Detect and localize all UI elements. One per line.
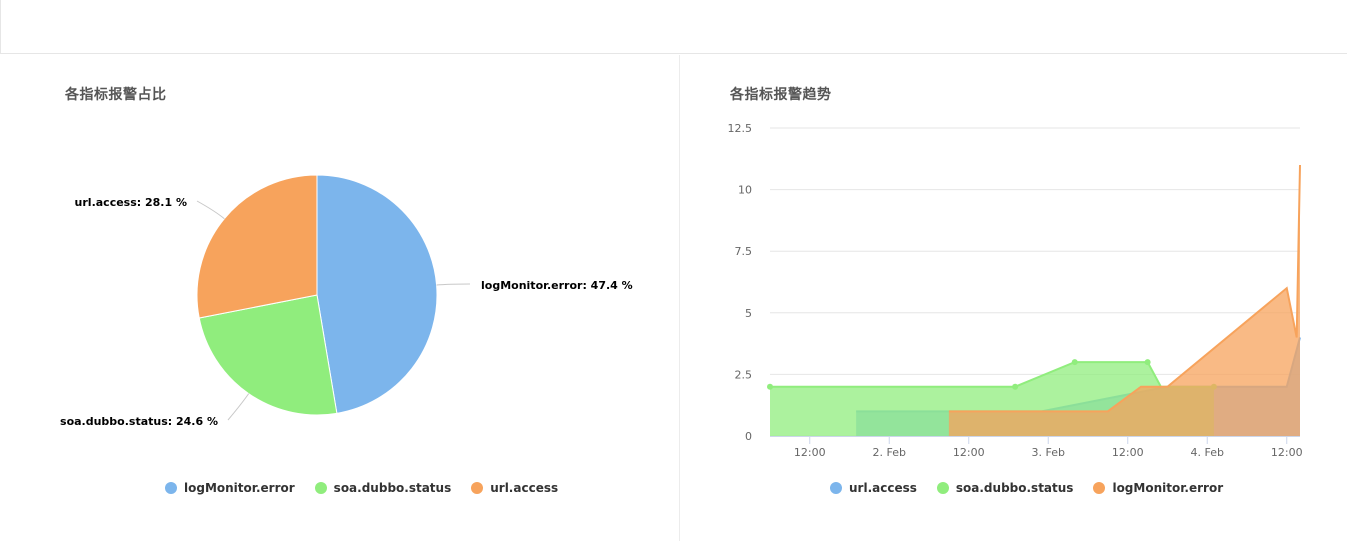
- legend-marker-icon: [315, 482, 327, 494]
- legend-item-url-access[interactable]: url.access: [830, 481, 917, 495]
- legend-label: logMonitor.error: [184, 481, 295, 495]
- legend-item-soa-dubbo-status[interactable]: soa.dubbo.status: [937, 481, 1074, 495]
- pie-chart: logMonitor.error: 47.4 % soa.dubbo.status…: [0, 55, 679, 475]
- legend-item-url-access[interactable]: url.access: [471, 481, 558, 495]
- data-point-marker[interactable]: [767, 384, 773, 390]
- pie-panel: 各指标报警占比 logMonitor.error: 47.4 % soa.dubb…: [0, 55, 679, 541]
- pie-legend: logMonitor.error soa.dubbo.status url.ac…: [165, 481, 558, 495]
- pie-connector-line: [197, 201, 224, 219]
- legend-marker-icon: [1093, 482, 1105, 494]
- legend-item-logmonitor-error[interactable]: logMonitor.error: [165, 481, 295, 495]
- x-tick-label: 4. Feb: [1191, 446, 1224, 459]
- y-tick-label: 0: [745, 430, 752, 443]
- legend-marker-icon: [165, 482, 177, 494]
- x-tick-label: 12:00: [1271, 446, 1303, 459]
- legend-label: soa.dubbo.status: [956, 481, 1074, 495]
- x-tick-label: 3. Feb: [1032, 446, 1065, 459]
- trend-legend: url.access soa.dubbo.status logMonitor.e…: [830, 481, 1223, 495]
- pie-data-label: logMonitor.error: 47.4 %: [481, 279, 633, 292]
- y-tick-label: 12.5: [728, 122, 753, 135]
- area-chart: 0 2.5 5 7.5 10 12.5 12:00 2. Feb 12:00 3. Feb 12:0…: [680, 55, 1347, 475]
- legend-item-logmonitor-error[interactable]: logMonitor.error: [1093, 481, 1223, 495]
- y-tick-label: 2.5: [735, 368, 753, 381]
- x-tick-label: 12:00: [953, 446, 985, 459]
- legend-marker-icon: [937, 482, 949, 494]
- x-tick-label: 2. Feb: [873, 446, 906, 459]
- trend-panel: 各指标报警趋势 0 2.5 5 7.5 10 12.5 12:00 2. Feb 12:00 3.…: [680, 55, 1347, 541]
- data-point-marker[interactable]: [1012, 384, 1018, 390]
- legend-label: soa.dubbo.status: [334, 481, 452, 495]
- legend-marker-icon: [471, 482, 483, 494]
- data-point-marker[interactable]: [1072, 359, 1078, 365]
- legend-item-soa-dubbo-status[interactable]: soa.dubbo.status: [315, 481, 452, 495]
- legend-label: url.access: [849, 481, 917, 495]
- legend-marker-icon: [830, 482, 842, 494]
- pie-connector-line: [437, 284, 470, 285]
- pie-data-label: url.access: 28.1 %: [75, 196, 187, 209]
- pie-slice-url-access[interactable]: [197, 175, 317, 318]
- top-bar: [0, 0, 1347, 54]
- y-tick-label: 10: [738, 184, 752, 197]
- pie-slice-logMonitor-error[interactable]: [317, 175, 437, 413]
- x-tick-label: 12:00: [1112, 446, 1144, 459]
- pie-data-label: soa.dubbo.status: 24.6 %: [60, 415, 218, 428]
- legend-label: url.access: [490, 481, 558, 495]
- x-tick-label: 12:00: [794, 446, 826, 459]
- pie-connector-line: [228, 394, 249, 420]
- y-tick-label: 7.5: [735, 245, 753, 258]
- y-tick-label: 5: [745, 307, 752, 320]
- legend-label: logMonitor.error: [1112, 481, 1223, 495]
- data-point-marker[interactable]: [1145, 359, 1151, 365]
